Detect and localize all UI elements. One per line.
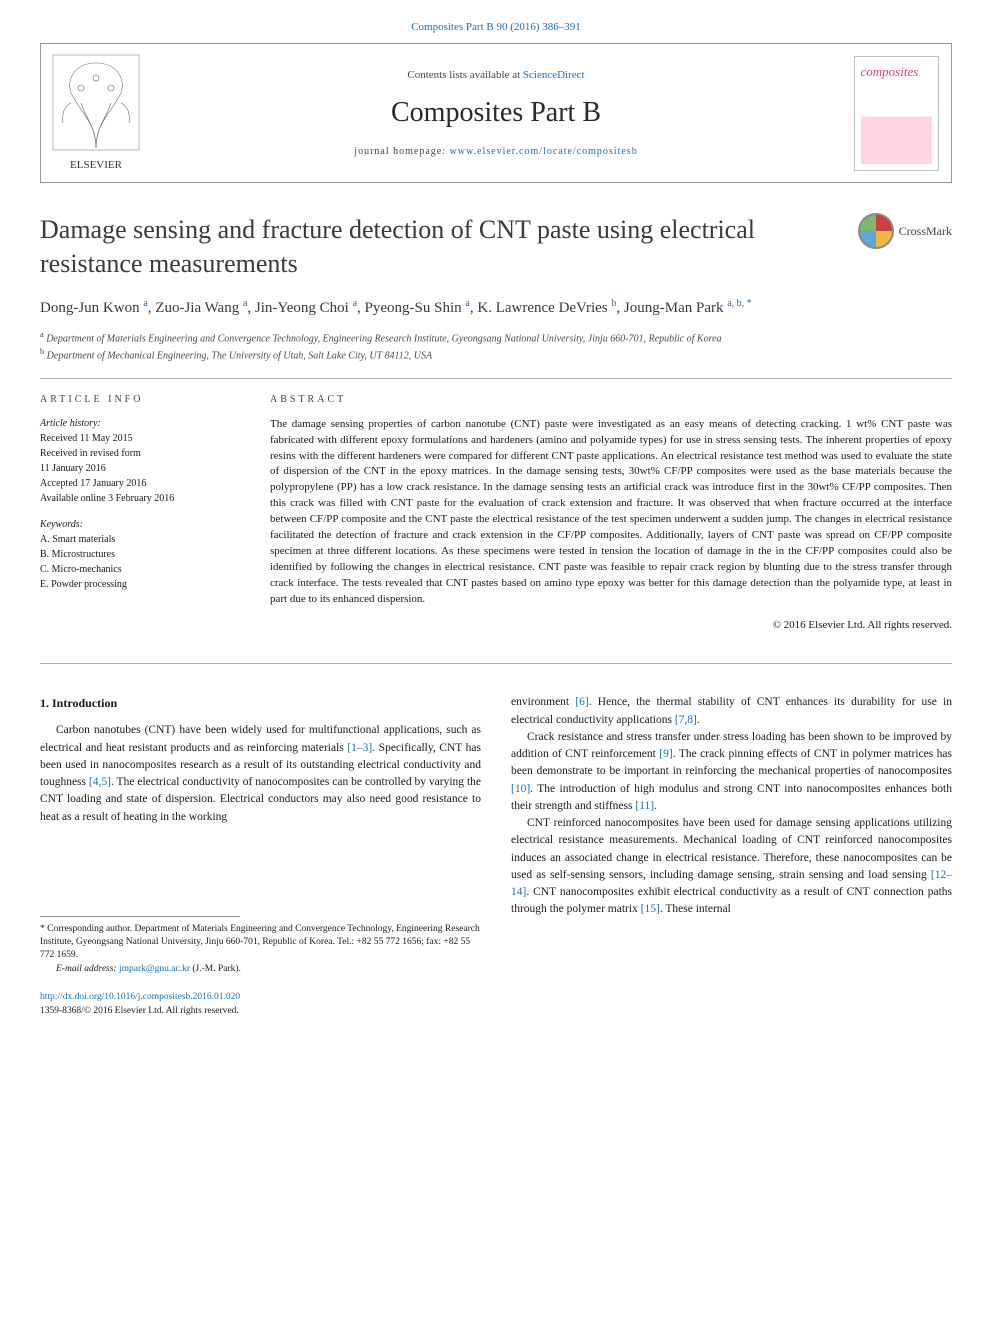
- email-link[interactable]: jmpark@gnu.ac.kr: [119, 964, 190, 974]
- homepage-link[interactable]: www.elsevier.com/locate/compositesb: [450, 146, 638, 157]
- keyword: A. Smart materials: [40, 533, 240, 547]
- article-info-heading: ARTICLE INFO: [40, 393, 240, 407]
- keyword: E. Powder processing: [40, 578, 240, 592]
- left-column: 1. Introduction Carbon nanotubes (CNT) h…: [40, 694, 481, 1018]
- body-columns: 1. Introduction Carbon nanotubes (CNT) h…: [40, 694, 952, 1018]
- abstract: ABSTRACT The damage sensing properties o…: [270, 393, 952, 634]
- history-line: Received in revised form: [40, 447, 240, 461]
- affiliation-a: a a Department of Materials Engineering …: [40, 329, 952, 346]
- doi-block: http://dx.doi.org/10.1016/j.compositesb.…: [40, 990, 481, 1019]
- affiliations: a a Department of Materials Engineering …: [40, 329, 952, 364]
- affiliation-b: b Department of Mechanical Engineering, …: [40, 346, 952, 363]
- citation-link[interactable]: [4,5]: [89, 776, 111, 788]
- history-line: 11 January 2016: [40, 462, 240, 476]
- keywords-label: Keywords:: [40, 518, 240, 532]
- body-paragraph: CNT reinforced nanocomposites have been …: [511, 815, 952, 919]
- body-paragraph: Carbon nanotubes (CNT) have been widely …: [40, 722, 481, 826]
- body-paragraph: environment [6]. Hence, the thermal stab…: [511, 694, 952, 729]
- publisher-name: ELSEVIER: [70, 159, 123, 171]
- divider: [40, 378, 952, 379]
- citation-link[interactable]: [11]: [635, 800, 654, 812]
- sciencedirect-link[interactable]: ScienceDirect: [523, 69, 585, 81]
- journal-title: Composites Part B: [391, 93, 601, 132]
- cover-art: [861, 85, 932, 164]
- publisher-logo[interactable]: ELSEVIER: [41, 44, 151, 182]
- corresponding-footnote: * Corresponding author. Department of Ma…: [40, 923, 481, 963]
- journal-citation[interactable]: Composites Part B 90 (2016) 386–391: [40, 20, 952, 35]
- footnote-divider: [40, 916, 240, 917]
- keyword: B. Microstructures: [40, 548, 240, 562]
- author-list: Dong-Jun Kwon a, Zuo-Jia Wang a, Jin-Yeo…: [40, 297, 952, 319]
- section-heading: 1. Introduction: [40, 694, 481, 712]
- header-center: Contents lists available at ScienceDirec…: [151, 44, 841, 182]
- history-label: Article history:: [40, 417, 240, 431]
- history-line: Accepted 17 January 2016: [40, 477, 240, 491]
- article-info: ARTICLE INFO Article history: Received 1…: [40, 393, 240, 634]
- citation-link[interactable]: [10]: [511, 783, 530, 795]
- cover-title: composites: [861, 63, 932, 81]
- abstract-text: The damage sensing properties of carbon …: [270, 417, 952, 608]
- journal-header: ELSEVIER Contents lists available at Sci…: [40, 43, 952, 183]
- contents-line: Contents lists available at ScienceDirec…: [407, 68, 584, 83]
- body-paragraph: Crack resistance and stress transfer und…: [511, 729, 952, 815]
- citation-link[interactable]: [15]: [641, 903, 660, 915]
- doi-link[interactable]: http://dx.doi.org/10.1016/j.compositesb.…: [40, 992, 240, 1002]
- history-line: Available online 3 February 2016: [40, 492, 240, 506]
- citation-link[interactable]: [1–3]: [347, 742, 372, 754]
- crossmark-label: CrossMark: [899, 223, 952, 240]
- abstract-heading: ABSTRACT: [270, 393, 952, 407]
- divider: [40, 663, 952, 664]
- history-line: Received 11 May 2015: [40, 432, 240, 446]
- homepage-line: journal homepage: www.elsevier.com/locat…: [354, 145, 637, 159]
- keyword: C. Micro-mechanics: [40, 563, 240, 577]
- email-footnote: E-mail address: jmpark@gnu.ac.kr (J.-M. …: [40, 963, 481, 976]
- citation-link[interactable]: [7,8]: [675, 714, 697, 726]
- citation-link[interactable]: [6]: [575, 696, 588, 708]
- journal-cover[interactable]: composites: [841, 44, 951, 182]
- citation-link[interactable]: [9]: [659, 748, 672, 760]
- issn-line: 1359-8368/© 2016 Elsevier Ltd. All right…: [40, 1006, 239, 1016]
- crossmark-badge[interactable]: CrossMark: [858, 213, 952, 249]
- right-column: environment [6]. Hence, the thermal stab…: [511, 694, 952, 1018]
- citation-link[interactable]: [12–14]: [511, 869, 952, 898]
- article-title: Damage sensing and fracture detection of…: [40, 213, 838, 281]
- copyright: © 2016 Elsevier Ltd. All rights reserved…: [270, 618, 952, 633]
- crossmark-icon: [858, 213, 894, 249]
